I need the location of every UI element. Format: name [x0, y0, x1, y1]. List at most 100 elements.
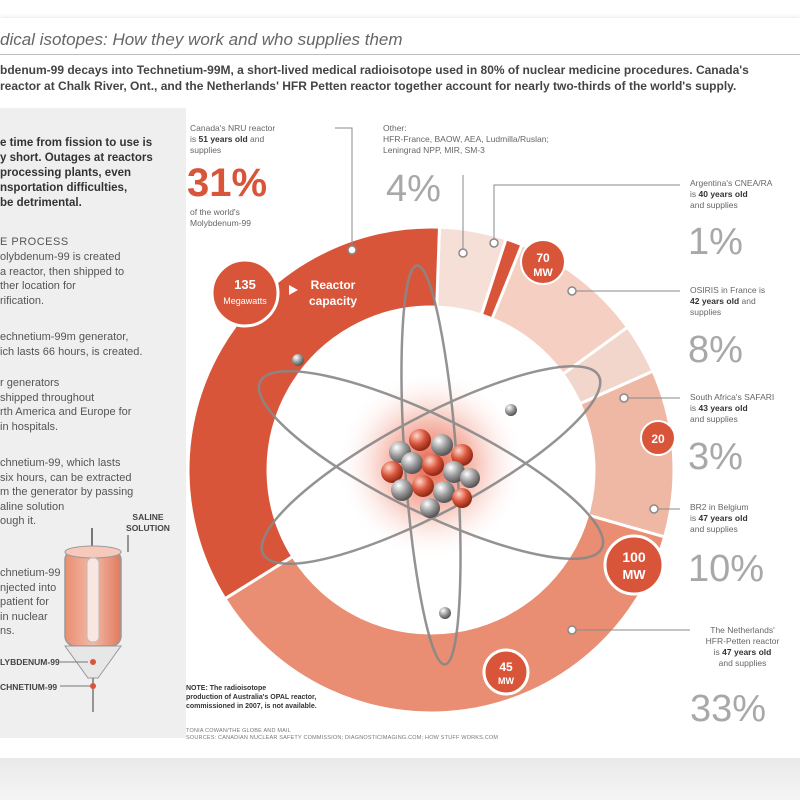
- badge-petten-capacity: 45 MW: [482, 648, 530, 696]
- proton: [412, 475, 434, 497]
- badge-safari-capacity: 20: [640, 420, 676, 456]
- annotation-line: Argentina's CNEA/RA: [690, 178, 773, 188]
- process-step-3: r generators shipped throughout rth Amer…: [0, 376, 180, 434]
- process-step-2: echnetium-99m generator, ich lasts 66 ho…: [0, 330, 180, 359]
- process-step-1: olybdenum-99 is created a reactor, then …: [0, 250, 180, 308]
- electron: [439, 607, 451, 619]
- intro-line-2: reactor at Chalk River, Ont., and the Ne…: [0, 79, 737, 93]
- credit-text: TONIA COWAN/THE GLOBE AND MAIL SOURCES: …: [186, 728, 666, 742]
- neutron: [401, 452, 423, 474]
- neutron: [460, 468, 480, 488]
- molybdenum-dot: [90, 659, 96, 665]
- step-line: m the generator by passing: [0, 486, 134, 498]
- badge-value: 135: [234, 277, 256, 292]
- dot-safari: [619, 393, 629, 403]
- annotation-line: and supplies: [690, 200, 738, 210]
- reactor-capacity-label-line1: Reactor: [311, 278, 356, 292]
- pct-osiris: 8%: [688, 329, 743, 371]
- pct-other: 4%: [386, 168, 441, 210]
- badge-circle: [210, 258, 280, 328]
- proton: [409, 429, 431, 451]
- annotation-canada-world: of the world's Molybdenum-99: [190, 207, 251, 229]
- annotation-line: supplies: [190, 145, 222, 155]
- molybdenum-label: LYBDENUM-99: [0, 657, 60, 667]
- sidebar-lead-line: y short. Outages at reactors: [0, 152, 153, 164]
- badge-unit: MW: [622, 567, 646, 582]
- annotation-petten: The Netherlands' HFR-Petten reactor is 4…: [690, 625, 795, 669]
- leader-argentina: [493, 184, 680, 240]
- step-line: six hours, can be extracted: [0, 471, 132, 484]
- step-line: in nuclear: [0, 610, 48, 623]
- process-step-4: chnetium-99, which lasts six hours, can …: [0, 456, 180, 529]
- badge-circle: [520, 239, 566, 285]
- pct-petten: 33%: [690, 688, 767, 730]
- annotation-line: HFR-Petten reactor: [705, 636, 780, 646]
- annotation-age: 47 years old: [722, 647, 772, 657]
- step-line: ns.: [0, 625, 15, 637]
- dot-canada: [347, 245, 357, 255]
- proton: [422, 454, 444, 476]
- page-bottom-shade: [0, 758, 800, 800]
- annotation-line: Other:: [383, 123, 407, 133]
- dot-petten: [567, 625, 577, 635]
- dot-osiris: [567, 286, 577, 296]
- dot-other: [458, 248, 468, 258]
- annotation-br2: BR2 in Belgium is 47 years old and suppl…: [690, 502, 800, 535]
- annotation-line: supplies: [690, 307, 722, 317]
- badge-unit: MW: [498, 676, 514, 686]
- annotation-line: Molybdenum-99: [190, 218, 251, 228]
- pct-canada: 31%: [187, 161, 268, 205]
- note-text: NOTE: The radioisotope production of Aus…: [186, 684, 376, 711]
- page-title: dical isotopes: How they work and who su…: [0, 30, 403, 49]
- credit-line: SOURCES: CANADIAN NUCLEAR SAFETY COMMISS…: [186, 735, 499, 741]
- annotation-argentina: Argentina's CNEA/RA is 40 years old and …: [690, 178, 800, 211]
- saline-label-line: SOLUTION: [126, 523, 170, 533]
- step-line: ther location for: [0, 280, 76, 292]
- technetium-dot: [90, 683, 96, 689]
- neutron: [420, 498, 440, 518]
- annotation-line: 42 years old and: [690, 296, 756, 306]
- badge-argentina-capacity: 70 MW: [520, 239, 566, 285]
- annotation-age: 47 years old: [698, 513, 748, 523]
- step-line: rification.: [0, 294, 45, 307]
- annotation-canada: Canada's NRU reactor is 51 years old and…: [190, 123, 350, 156]
- annotation-line: is 47 years old: [713, 647, 772, 657]
- pct-argentina: 1%: [688, 221, 743, 263]
- orbit-2: [260, 364, 602, 566]
- annotation-line: OSIRIS in France is: [690, 285, 766, 295]
- step-line: chnetium-99, which lasts: [0, 457, 121, 469]
- dot-br2: [649, 504, 659, 514]
- pct-br2: 10%: [688, 548, 765, 590]
- electron: [292, 354, 304, 366]
- annotation-line: is 40 years old: [690, 189, 748, 199]
- neutron: [443, 461, 465, 483]
- step-line: patient for: [0, 596, 49, 608]
- badge-value: 20: [651, 432, 665, 446]
- title-divider: [0, 54, 800, 55]
- neutron: [391, 479, 413, 501]
- badge-unit: MW: [533, 267, 553, 279]
- badge-value: 100: [622, 549, 646, 565]
- electrons: [292, 354, 517, 619]
- sidebar-lead-line: processing plants, even: [0, 167, 132, 179]
- technetium-label: CHNETIUM-99: [0, 682, 58, 692]
- annotation-line: and supplies: [690, 414, 738, 424]
- annotation-line: is 43 years old: [690, 403, 748, 413]
- step-line: a reactor, then shipped to: [0, 265, 125, 278]
- leader-dots: [347, 238, 659, 635]
- badge-circle: [482, 648, 530, 696]
- step-line: chnetium-99: [0, 567, 61, 579]
- pct-safari: 3%: [688, 436, 743, 478]
- step-line: aline solution: [0, 500, 65, 513]
- step-line: rth America and Europe for: [0, 406, 132, 418]
- annotation-line: and supplies: [718, 658, 767, 668]
- intro-text: bdenum-99 decays into Technetium-99M, a …: [0, 62, 792, 94]
- step-line: ough it.: [0, 515, 37, 527]
- step-line: ich lasts 66 hours, is created.: [0, 345, 143, 358]
- sidebar-lead: e time from fission to use is y short. O…: [0, 136, 180, 211]
- neutron: [431, 434, 453, 456]
- proton: [451, 444, 473, 466]
- step-line: echnetium-99m generator,: [0, 331, 129, 343]
- donut-slice-the-netherlands-hfr-petten: [222, 513, 667, 715]
